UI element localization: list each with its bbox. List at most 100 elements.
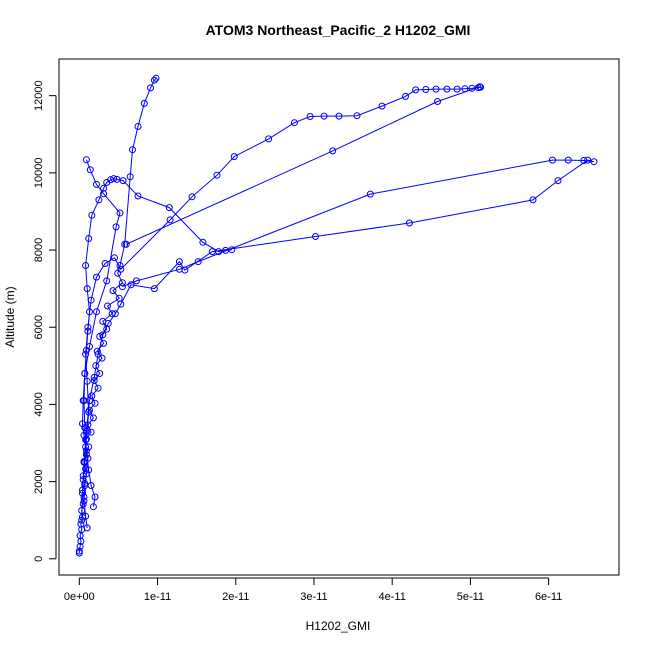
data-point (103, 277, 111, 285)
data-point (75, 547, 83, 555)
data-point (122, 240, 130, 248)
data-point (100, 184, 108, 192)
data-point (402, 92, 409, 100)
x-tick-label: 6e-11 (535, 591, 562, 603)
data-point (81, 370, 89, 377)
data-point (82, 435, 90, 443)
data-point (109, 287, 117, 295)
data-point (147, 84, 154, 92)
data-point (82, 262, 90, 269)
data-point (126, 173, 134, 181)
data-point (434, 98, 441, 105)
data-point (312, 233, 319, 240)
data-point (127, 281, 135, 289)
data-point (175, 258, 183, 266)
chart-title: ATOM3 Northeast_Pacific_2 H1202_GMI (206, 22, 471, 38)
data-point (79, 489, 86, 497)
data-point (82, 470, 90, 478)
series-line (81, 159, 595, 521)
data-point (590, 158, 598, 166)
data-point (93, 273, 100, 281)
data-point (554, 177, 562, 185)
data-point (83, 285, 91, 293)
data-point (320, 112, 328, 120)
data-point (80, 431, 88, 439)
data-point (89, 503, 97, 511)
y-axis-label: Altitude (m) (3, 286, 17, 347)
data-point (230, 153, 238, 161)
data-point (93, 308, 100, 316)
data-point (93, 180, 100, 188)
data-point (353, 112, 361, 120)
data-point (150, 76, 158, 84)
data-point (77, 520, 85, 528)
data-point (101, 260, 109, 267)
data-point (104, 319, 112, 327)
data-point (110, 175, 118, 183)
data-point (453, 85, 461, 93)
data-point (104, 302, 111, 310)
y-tick-label: 8000 (33, 238, 45, 262)
data-point (199, 238, 207, 246)
data-point (76, 542, 84, 550)
data-point (79, 500, 87, 508)
data-point (111, 254, 118, 262)
data-point (93, 347, 101, 355)
data-point (119, 177, 127, 185)
data-point (461, 85, 469, 93)
data-point (80, 497, 88, 505)
y-tick-label: 4000 (33, 392, 45, 416)
data-point (329, 147, 337, 155)
data-point (91, 399, 99, 407)
data-point (580, 157, 588, 164)
y-tick-label: 12000 (33, 80, 45, 111)
data-point (117, 265, 125, 273)
data-point (81, 482, 89, 489)
data-point (112, 223, 120, 231)
plot-frame (58, 58, 620, 576)
x-axis: 0e+00 1e-11 2e-11 3e-11 4e-11 5e-11 6e-11 (64, 577, 562, 603)
data-point (79, 420, 86, 428)
data-point (265, 135, 273, 143)
data-point (194, 258, 202, 266)
series-line (81, 159, 121, 528)
data-point (111, 310, 119, 318)
data-point (86, 343, 93, 350)
data-point (89, 414, 97, 422)
y-tick-label: 10000 (33, 158, 45, 189)
data-point (564, 156, 572, 164)
data-point (405, 219, 413, 227)
data-point (422, 86, 430, 93)
data-point (79, 397, 87, 405)
data-point (116, 209, 124, 217)
data-point (75, 549, 83, 557)
data-point (432, 85, 440, 93)
data-point (366, 190, 374, 198)
data-point (82, 443, 90, 451)
x-tick-label: 4e-11 (379, 591, 406, 603)
series-group (75, 74, 598, 557)
data-point (335, 112, 343, 120)
x-tick-label: 0e+00 (64, 591, 95, 603)
data-point (87, 296, 95, 304)
x-tick-label: 2e-11 (222, 591, 249, 603)
data-point (99, 331, 107, 339)
x-tick-label: 5e-11 (457, 591, 484, 603)
data-point (98, 354, 106, 362)
data-point (85, 235, 93, 242)
data-point (95, 196, 103, 204)
data-point (166, 216, 174, 224)
data-point (378, 102, 386, 110)
y-tick-label: 2000 (33, 469, 45, 493)
data-point (117, 300, 125, 308)
data-point (82, 447, 90, 455)
data-point (118, 283, 126, 291)
data-point (134, 123, 142, 130)
data-point (150, 285, 158, 293)
data-point (129, 146, 136, 154)
data-point (290, 119, 298, 127)
data-point (188, 193, 196, 201)
series-line (82, 86, 483, 480)
data-point (132, 277, 140, 285)
